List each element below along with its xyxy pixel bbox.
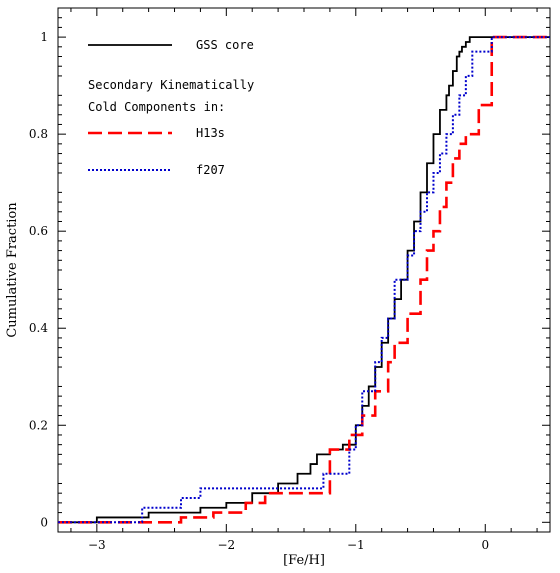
x-axis-label: [Fe/H] — [283, 553, 325, 568]
y-tick-label: 1 — [40, 30, 48, 44]
series-line-f207 — [58, 36, 550, 524]
x-tick-label: 0 — [481, 538, 489, 552]
x-tick-label: −3 — [88, 538, 106, 552]
x-tick-label: −1 — [347, 538, 365, 552]
legend: GSS core Secondary Kinematically Cold Comp… — [88, 38, 254, 177]
series-layer — [58, 35, 550, 524]
y-axis-label: Cumulative Fraction — [5, 202, 20, 338]
x-tick-label: −2 — [217, 538, 235, 552]
legend-label-f207: f207 — [196, 163, 225, 177]
y-tick-label: 0.4 — [29, 321, 48, 335]
series-line-h13s — [58, 35, 550, 524]
y-tick-label: 0.6 — [29, 224, 48, 238]
y-tick-label: 0.2 — [29, 418, 48, 432]
legend-label-gss-core: GSS core — [196, 38, 254, 52]
ticks-layer: −3 −2 −1 0 0 0.2 0.4 0.6 0.8 1 — [29, 8, 550, 552]
legend-label-h13s: H13s — [196, 126, 225, 140]
y-tick-label: 0 — [40, 515, 48, 529]
legend-heading-line2: Cold Components in: — [88, 100, 225, 114]
y-tick-label: 0.8 — [29, 127, 48, 141]
legend-heading-line1: Secondary Kinematically — [88, 78, 254, 92]
